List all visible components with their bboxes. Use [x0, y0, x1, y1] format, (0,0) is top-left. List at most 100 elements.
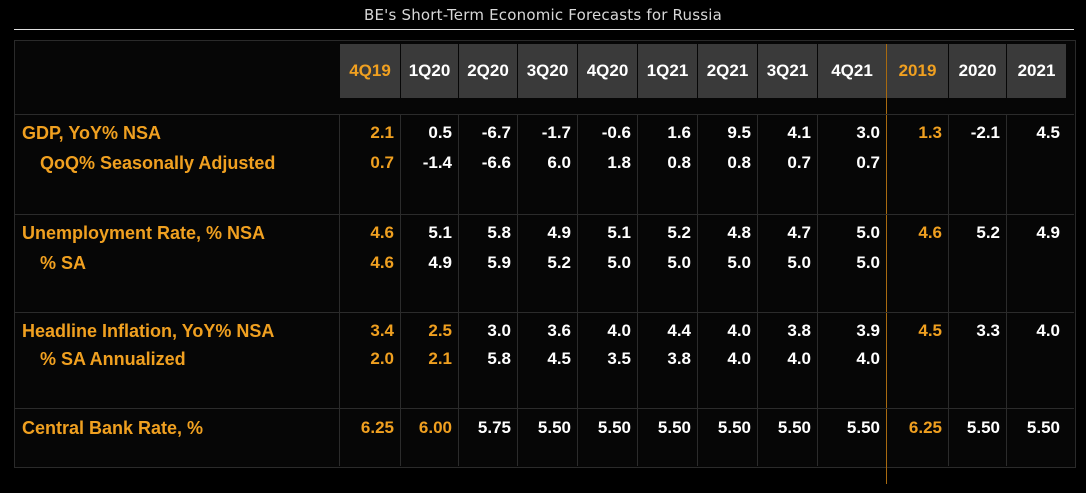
row-group-divider — [14, 114, 1074, 115]
table-cell: 4.0 — [1036, 321, 1060, 340]
column-divider — [1006, 114, 1007, 466]
column-header: 1Q20 — [401, 44, 458, 98]
table-cell: 2.5 — [428, 321, 452, 340]
table-cell: 5.0 — [856, 253, 880, 272]
column-header: 4Q19 — [340, 44, 400, 98]
table-cell: 6.0 — [547, 153, 571, 172]
table-cell: 5.1 — [607, 223, 631, 242]
table-cell: 4.4 — [667, 321, 691, 340]
table-cell: -6.7 — [481, 123, 511, 142]
table-cell: 3.6 — [547, 321, 571, 340]
table-cell: 5.50 — [846, 418, 880, 437]
column-header: 4Q20 — [578, 44, 637, 98]
table-cell: 5.1 — [428, 223, 452, 242]
table-cell: 4.6 — [370, 223, 394, 242]
table-cell: 3.8 — [667, 349, 691, 368]
row-group-divider — [14, 214, 1074, 215]
table-cell: 4.0 — [787, 349, 811, 368]
table-cell: 5.2 — [667, 223, 691, 242]
table-cell: 3.8 — [787, 321, 811, 340]
row-label: Headline Inflation, YoY% NSA — [22, 321, 275, 341]
table-cell: -2.1 — [970, 123, 1000, 142]
table-cell: 5.8 — [487, 349, 511, 368]
forecast-table — [14, 40, 1076, 468]
column-divider — [517, 114, 518, 466]
table-cell: 5.50 — [537, 418, 571, 437]
row-label: Unemployment Rate, % NSA — [22, 223, 266, 243]
row-label: % SA Annualized — [40, 349, 186, 369]
table-cell: 5.50 — [657, 418, 691, 437]
table-cell: 4.5 — [918, 321, 942, 340]
column-header: 3Q21 — [758, 44, 817, 98]
table-cell: 5.50 — [966, 418, 1000, 437]
table-cell: 6.25 — [908, 418, 942, 437]
table-cell: 4.6 — [918, 223, 942, 242]
table-title: BE's Short-Term Economic Forecasts for R… — [364, 6, 722, 24]
row-group-divider — [14, 408, 1074, 409]
table-cell: -1.4 — [422, 153, 452, 172]
column-divider — [577, 114, 578, 466]
table-cell: 5.50 — [777, 418, 811, 437]
column-divider — [757, 114, 758, 466]
column-header: 1Q21 — [638, 44, 697, 98]
table-cell: -1.7 — [541, 123, 571, 142]
table-cell: 4.0 — [607, 321, 631, 340]
table-cell: 3.0 — [487, 321, 511, 340]
table-cell: 0.8 — [727, 153, 751, 172]
table-cell: 0.7 — [787, 153, 811, 172]
table-cell: 3.0 — [856, 123, 880, 142]
table-cell: 6.00 — [418, 418, 452, 437]
table-cell: 0.7 — [370, 153, 394, 172]
table-cell: 3.3 — [976, 321, 1000, 340]
row-label: QoQ% Seasonally Adjusted — [40, 153, 276, 173]
column-header: 2021 — [1007, 44, 1066, 98]
table-cell: 2.0 — [370, 349, 394, 368]
table-cell: 4.0 — [727, 349, 751, 368]
table-cell: 3.4 — [370, 321, 394, 340]
row-group-divider — [14, 312, 1074, 313]
table-cell: -0.6 — [601, 123, 631, 142]
table-cell: 4.8 — [727, 223, 751, 242]
table-cell: 4.9 — [428, 253, 452, 272]
column-divider — [817, 114, 818, 466]
table-cell: 4.0 — [727, 321, 751, 340]
table-cell: 5.75 — [477, 418, 511, 437]
table-cell: 2.1 — [370, 123, 394, 142]
title-divider — [14, 29, 1074, 30]
column-divider — [948, 114, 949, 466]
column-header: 2020 — [949, 44, 1006, 98]
column-header: 2019 — [887, 44, 948, 98]
table-cell: 5.50 — [1026, 418, 1060, 437]
table-cell: 4.6 — [370, 253, 394, 272]
table-cell: 4.5 — [1036, 123, 1060, 142]
table-cell: 0.7 — [856, 153, 880, 172]
table-cell: 5.0 — [787, 253, 811, 272]
table-cell: 4.9 — [1036, 223, 1060, 242]
table-cell: 5.0 — [727, 253, 751, 272]
table-cell: 4.7 — [787, 223, 811, 242]
column-divider — [400, 114, 401, 466]
annual-divider — [886, 44, 887, 484]
table-cell: 0.5 — [428, 123, 452, 142]
table-cell: 4.0 — [856, 349, 880, 368]
table-cell: 5.0 — [607, 253, 631, 272]
row-label: GDP, YoY% NSA — [22, 123, 162, 143]
column-header: 3Q20 — [518, 44, 577, 98]
table-cell: 4.5 — [547, 349, 571, 368]
column-header: 4Q21 — [818, 44, 886, 98]
table-cell: 5.0 — [667, 253, 691, 272]
table-cell: 5.8 — [487, 223, 511, 242]
table-cell: 5.50 — [717, 418, 751, 437]
row-label: % SA — [40, 253, 87, 273]
table-cell: 1.6 — [667, 123, 691, 142]
table-cell: 5.2 — [547, 253, 571, 272]
table-cell: 5.0 — [856, 223, 880, 242]
table-cell: 5.9 — [487, 253, 511, 272]
table-cell: 5.50 — [597, 418, 631, 437]
label-column-divider — [339, 114, 340, 466]
column-divider — [697, 114, 698, 466]
table-cell: 3.9 — [856, 321, 880, 340]
column-header: 2Q21 — [698, 44, 757, 98]
table-cell: 0.8 — [667, 153, 691, 172]
table-cell: 1.8 — [607, 153, 631, 172]
